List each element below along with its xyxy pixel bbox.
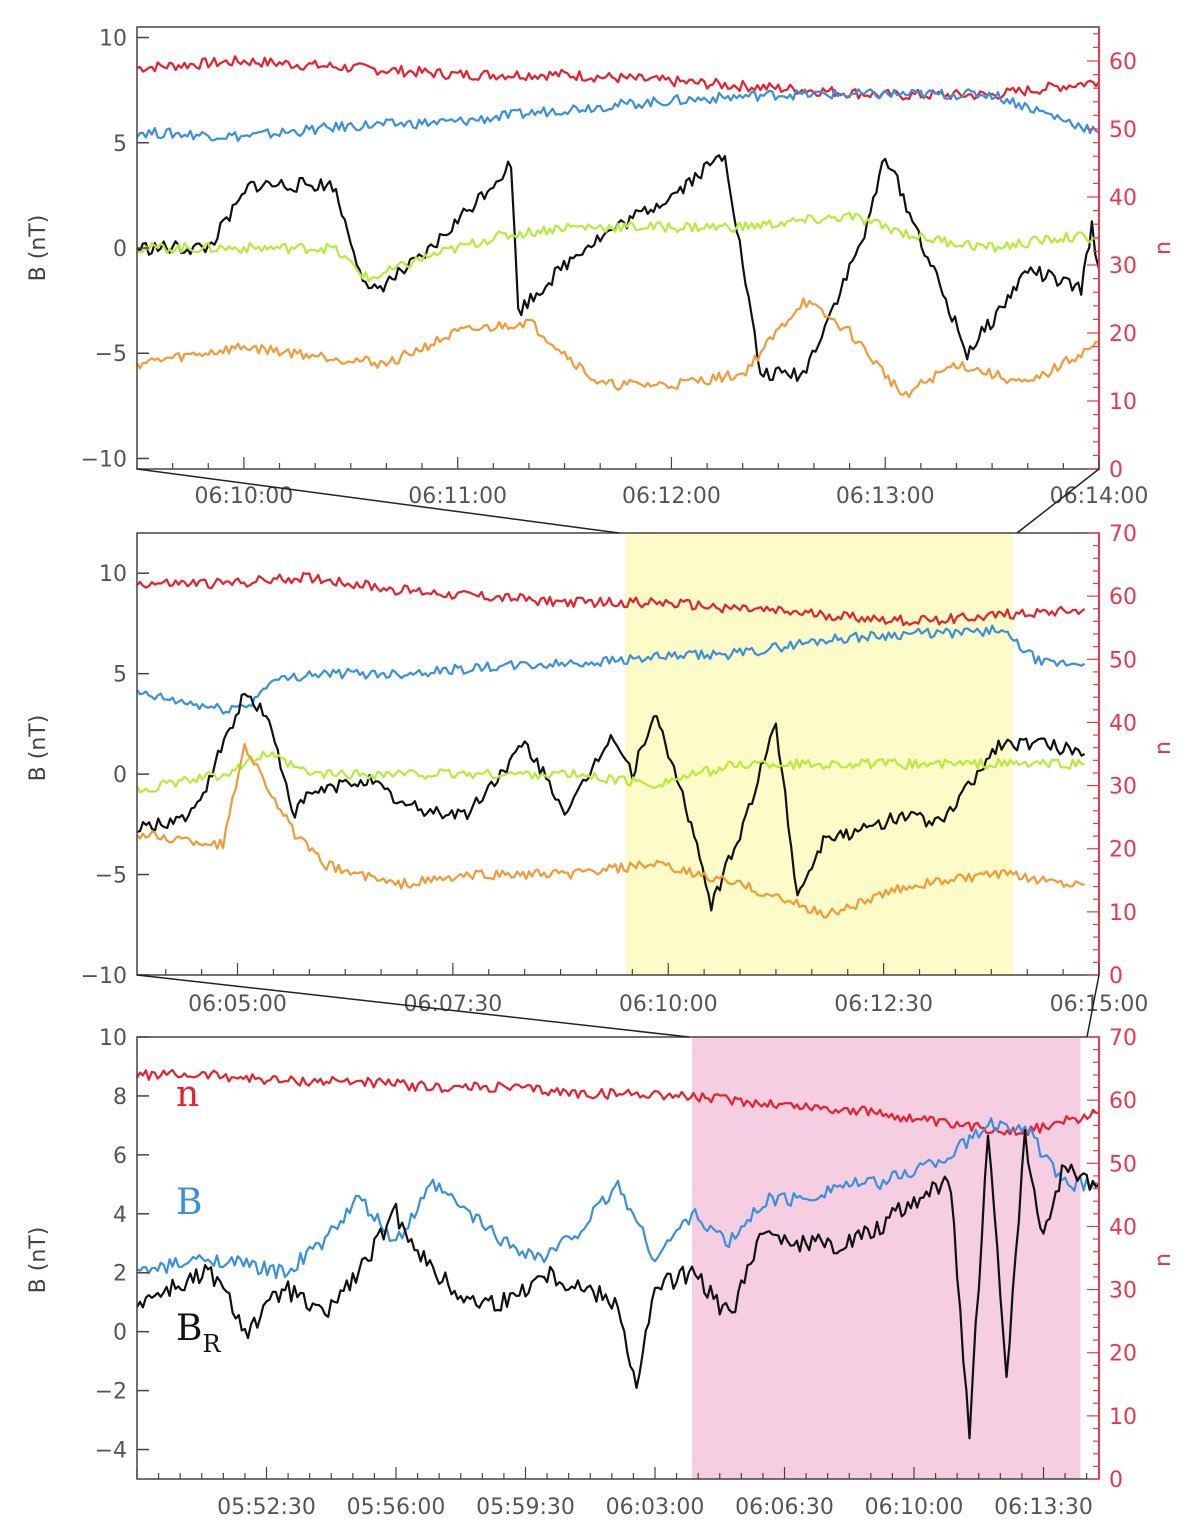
- series-line-br: [136, 154, 1101, 382]
- x-tick-label: 06:14:00: [1050, 484, 1149, 509]
- series-line-b: [136, 88, 1100, 142]
- y-tick-label: 6: [113, 1144, 127, 1169]
- connector-top-right: [1016, 468, 1100, 534]
- legend-label-br-main: B: [176, 1308, 202, 1349]
- legend-label-br-sub: R: [202, 1330, 221, 1358]
- plot-frame: [136, 26, 1100, 470]
- y-tick-label: 10: [99, 27, 127, 52]
- y-right-axis-title: n: [1151, 741, 1176, 755]
- x-tick-label: 05:56:00: [347, 1495, 446, 1520]
- legend-label-b: B: [176, 1182, 202, 1223]
- y-axis-title: B (nT): [26, 1227, 51, 1294]
- x-tick-label: 06:12:00: [622, 484, 721, 509]
- x-tick-label: 05:52:30: [217, 1495, 316, 1520]
- y-right-tick-label: 20: [1109, 322, 1137, 347]
- y-right-tick-label: 20: [1109, 838, 1137, 863]
- y-right-tick-label: 10: [1109, 1405, 1137, 1430]
- series-line-n: [136, 55, 1100, 101]
- y-tick-label: −10: [81, 964, 127, 989]
- series-line-component-4: [136, 742, 1085, 919]
- y-right-tick-label: 70: [1109, 1026, 1137, 1051]
- y-tick-label: 10: [99, 562, 127, 587]
- y-axis-title: B (nT): [26, 715, 51, 782]
- legend: n B BR: [176, 1074, 221, 1358]
- legend-label-br: BR: [176, 1308, 221, 1358]
- x-tick-label: 05:59:30: [476, 1495, 575, 1520]
- y-tick-label: 0: [113, 763, 127, 788]
- y-tick-label: 8: [113, 1085, 127, 1110]
- y-right-tick-label: 40: [1109, 711, 1137, 736]
- y-tick-label: −10: [81, 447, 127, 472]
- series-line-br: [136, 1129, 1100, 1440]
- series-line-component-3: [136, 211, 1100, 283]
- x-tick-label: 06:12:30: [834, 992, 933, 1017]
- y-right-tick-label: 50: [1109, 648, 1137, 673]
- connector-top-left: [136, 468, 620, 534]
- y-tick-label: 4: [113, 1203, 127, 1228]
- y-right-tick-label: 30: [1109, 775, 1137, 800]
- x-tick-label: 06:06:30: [735, 1495, 834, 1520]
- y-tick-label: 2: [113, 1262, 127, 1287]
- x-tick-label: 06:13:30: [994, 1495, 1093, 1520]
- x-tick-label: 06:05:00: [188, 992, 287, 1017]
- zoom-connectors: [136, 468, 1100, 1038]
- y-right-tick-label: 10: [1109, 901, 1137, 926]
- x-tick-label: 06:03:00: [606, 1495, 705, 1520]
- series-line-b: [136, 1117, 1100, 1280]
- series-line-b: [136, 624, 1086, 715]
- y-right-tick-label: 50: [1109, 1152, 1137, 1177]
- x-tick-label: 06:15:00: [1050, 992, 1149, 1017]
- y-tick-label: −4: [95, 1439, 127, 1464]
- y-right-tick-label: 40: [1109, 186, 1137, 211]
- legend-label-n: n: [176, 1074, 199, 1115]
- y-tick-label: 0: [113, 1321, 127, 1346]
- y-right-tick-label: 60: [1109, 585, 1137, 610]
- y-tick-label: 5: [113, 132, 127, 157]
- x-tick-label: 06:10:00: [865, 1495, 964, 1520]
- y-right-tick-label: 50: [1109, 118, 1137, 143]
- series-line-br: [136, 692, 1086, 912]
- y-right-tick-label: 0: [1109, 964, 1123, 989]
- y-right-tick-label: 30: [1109, 254, 1137, 279]
- x-tick-label: 06:10:00: [619, 992, 718, 1017]
- y-tick-label: −2: [95, 1380, 127, 1405]
- series-line-n: [136, 1068, 1099, 1137]
- y-tick-label: 0: [113, 237, 127, 262]
- x-tick-label: 06:13:00: [836, 484, 935, 509]
- y-right-axis-title: n: [1151, 1253, 1176, 1267]
- highlight-region: [625, 533, 1013, 975]
- y-tick-label: 5: [113, 663, 127, 688]
- y-right-tick-label: 0: [1109, 458, 1123, 483]
- y-right-tick-label: 30: [1109, 1279, 1137, 1304]
- y-right-tick-label: 10: [1109, 390, 1137, 415]
- y-tick-label: 10: [99, 1026, 127, 1051]
- connector-mid-right: [1086, 974, 1100, 1038]
- y-right-tick-label: 0: [1109, 1468, 1123, 1493]
- series-line-component-4: [136, 297, 1100, 399]
- connector-mid-left: [136, 974, 690, 1038]
- series-line-component-3: [136, 750, 1085, 794]
- y-right-axis-title: n: [1151, 241, 1176, 255]
- x-tick-label: 06:07:30: [403, 992, 502, 1017]
- y-tick-label: −5: [95, 342, 127, 367]
- y-right-tick-label: 60: [1109, 1089, 1137, 1114]
- y-right-tick-label: 20: [1109, 1342, 1137, 1367]
- y-right-tick-label: 40: [1109, 1215, 1137, 1240]
- y-axis-title: B (nT): [26, 215, 51, 282]
- x-tick-label: 06:11:00: [408, 484, 507, 509]
- y-tick-label: −5: [95, 864, 127, 889]
- series-line-n: [136, 572, 1086, 627]
- y-right-tick-label: 70: [1109, 522, 1137, 547]
- y-right-tick-label: 60: [1109, 50, 1137, 75]
